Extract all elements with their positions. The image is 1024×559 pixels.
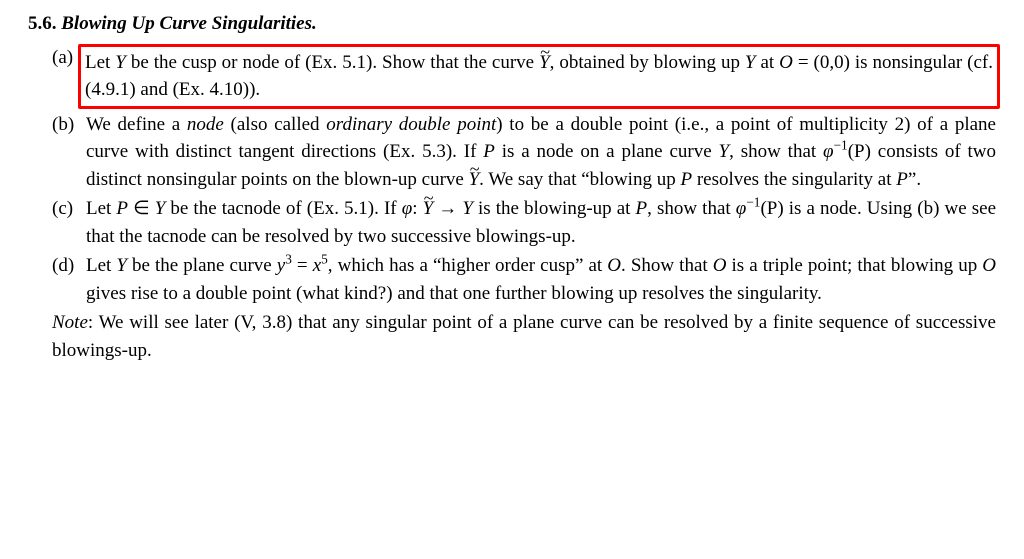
phi: φ [402, 198, 413, 219]
text: be the tacnode of (Ex. 5.1). If [165, 198, 401, 219]
item-c: (c) Let P ∈ Y be the tacnode of (Ex. 5.1… [86, 195, 996, 250]
section-number: 5.6. [28, 13, 57, 34]
term-odp: ordinary double point [326, 114, 496, 135]
sup: −1 [746, 195, 760, 210]
phi: φ [736, 198, 747, 219]
var-Y-tilde: Y [423, 195, 434, 223]
text: , obtained by blowing up [550, 52, 745, 73]
var-P: P [680, 169, 692, 190]
text: Let [86, 198, 116, 219]
var-Y: Y [116, 255, 127, 276]
colon: : [412, 198, 422, 219]
text: gives rise to a double point (what kind?… [86, 283, 822, 304]
phi: φ [823, 141, 834, 162]
page: 5.6. Blowing Up Curve Singularities. (a)… [0, 0, 1024, 375]
item-marker: (a) [52, 44, 73, 72]
term-node: node [187, 114, 224, 135]
highlight-box: (a) Let Y be the cusp or node of (Ex. 5.… [78, 44, 1000, 109]
var-Y-tilde: Y [539, 49, 550, 77]
note-label: Note [52, 312, 88, 333]
text: ”. [908, 169, 921, 190]
text: be the plane curve [127, 255, 277, 276]
text: We define a [86, 114, 187, 135]
note-text: : We will see later (V, 3.8) that any si… [52, 312, 996, 361]
text: Let [85, 52, 115, 73]
text: , show that [647, 198, 736, 219]
var-Y: Y [115, 52, 126, 73]
item-marker: (b) [52, 111, 74, 139]
arg: (P) [760, 198, 783, 219]
text: resolves the singularity at [692, 169, 896, 190]
eq: = [292, 255, 313, 276]
text: at [755, 52, 779, 73]
var-O: O [779, 52, 793, 73]
arg: (P) [848, 141, 871, 162]
var-Y: Y [462, 198, 473, 219]
sup: 5 [321, 252, 328, 267]
text: . Show that [621, 255, 713, 276]
item-b: (b) We define a node (also called ordina… [86, 111, 996, 194]
text: , show that [729, 141, 823, 162]
var-O: O [607, 255, 621, 276]
item-marker: (d) [52, 252, 74, 280]
var-P: P [116, 198, 128, 219]
var-P: P [636, 198, 648, 219]
item-d: (d) Let Y be the plane curve y3 = x5, wh… [86, 252, 996, 307]
sup: 3 [285, 252, 292, 267]
arrow: → [433, 198, 462, 219]
text: (also called [224, 114, 326, 135]
var-Y: Y [719, 141, 730, 162]
note: Note: We will see later (V, 3.8) that an… [28, 309, 996, 364]
var-x: x [313, 255, 321, 276]
var-P: P [483, 141, 495, 162]
text: , which has a “higher order cusp” at [328, 255, 607, 276]
text: is a triple point; that blowing up [726, 255, 982, 276]
item-a: (a) Let Y be the cusp or node of (Ex. 5.… [86, 44, 996, 109]
section-heading: Blowing Up Curve Singularities. [61, 13, 317, 34]
var-y: y [277, 255, 285, 276]
item-marker: (c) [52, 195, 73, 223]
text: is a node on a plane curve [495, 141, 719, 162]
var-Y: Y [745, 52, 756, 73]
var-Y: Y [155, 198, 166, 219]
text: be the cusp or node of (Ex. 5.1). Show t… [126, 52, 539, 73]
var-Y-tilde: Y [469, 166, 480, 194]
text: is the blowing-up at [473, 198, 636, 219]
section-title: 5.6. Blowing Up Curve Singularities. [28, 10, 996, 38]
sup: −1 [834, 138, 848, 153]
text: . We say that “blowing up [479, 169, 680, 190]
item-list: (a) Let Y be the cusp or node of (Ex. 5.… [28, 44, 996, 308]
text: Let [86, 255, 116, 276]
var-O: O [982, 255, 996, 276]
var-O: O [713, 255, 727, 276]
in: ∈ [128, 198, 155, 219]
var-P: P [896, 169, 908, 190]
